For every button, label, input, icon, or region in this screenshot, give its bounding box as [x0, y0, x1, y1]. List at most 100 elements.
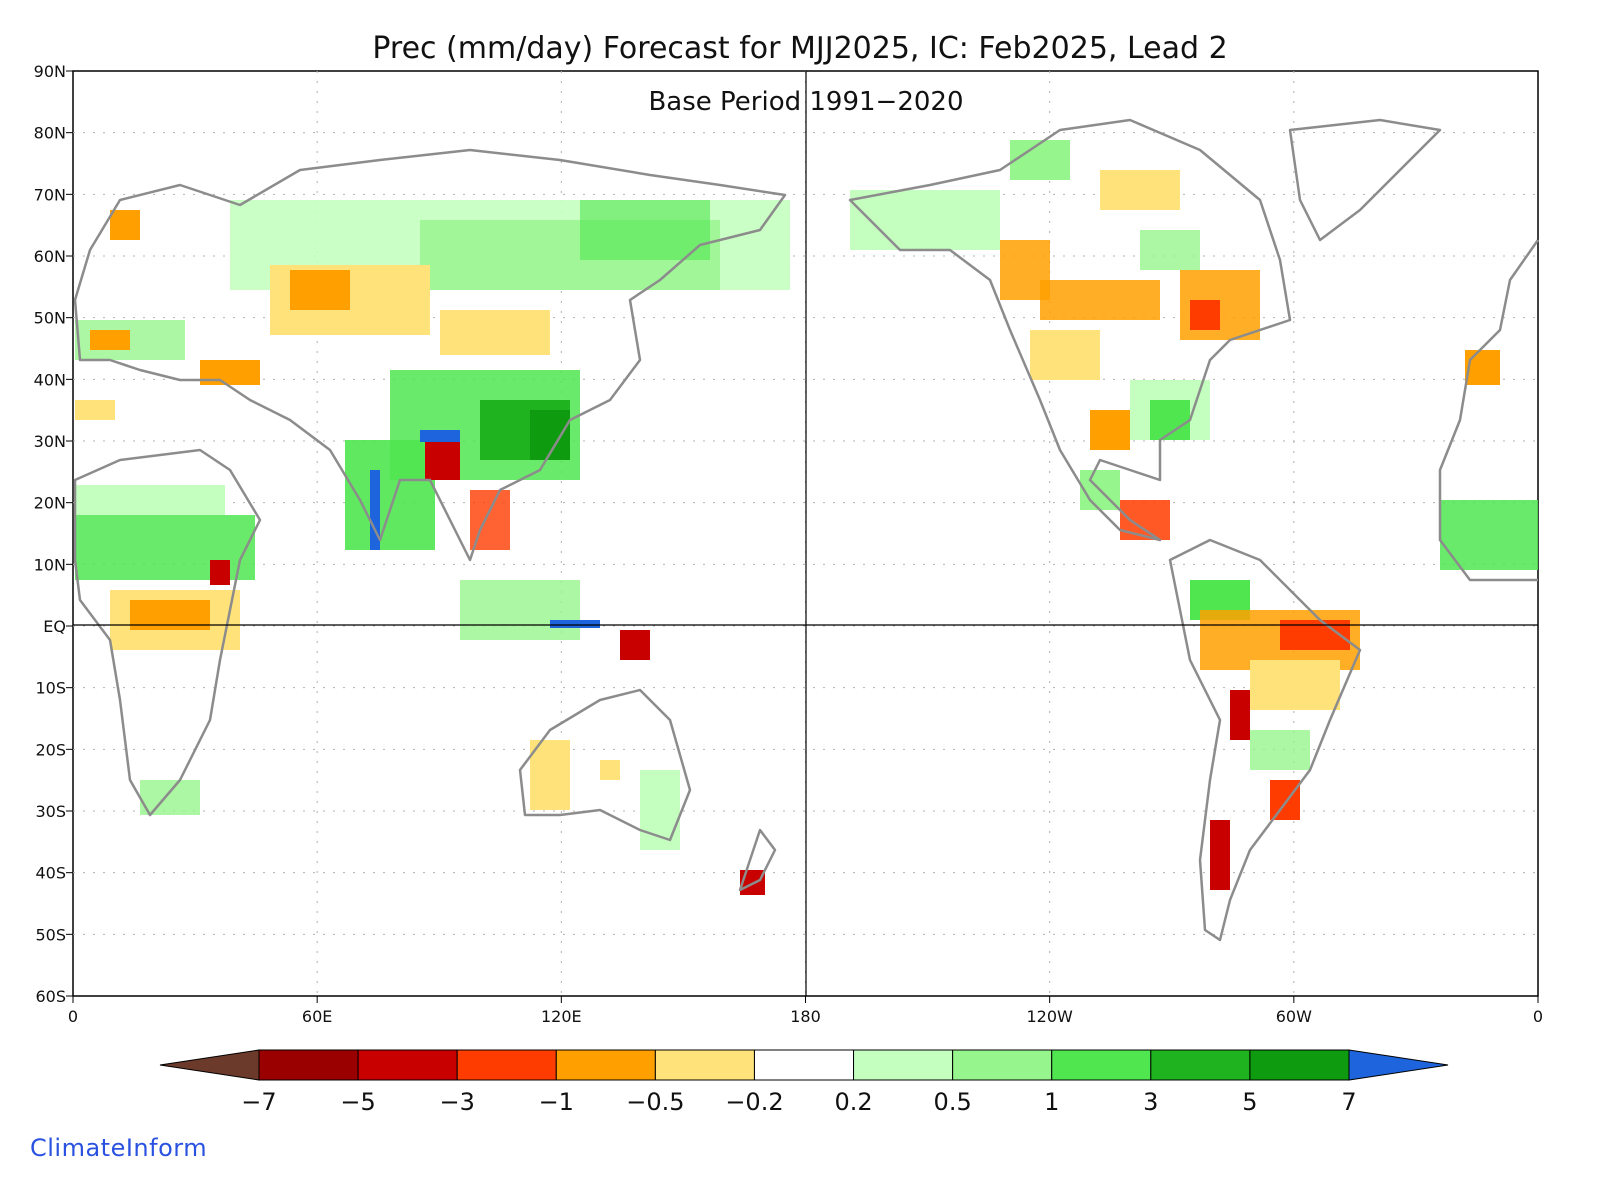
colorbar-segment [456, 1049, 557, 1081]
anomaly-patch [1090, 410, 1130, 450]
colorbar-segment [1150, 1049, 1251, 1081]
lat-label: 80N [34, 124, 66, 143]
anomaly-patch [1210, 820, 1230, 890]
anomaly-patch [600, 760, 620, 780]
anomaly-patch [580, 200, 710, 260]
coastline-south-america [1168, 538, 1362, 942]
anomaly-patch [1440, 500, 1538, 570]
lat-label: 70N [34, 185, 66, 204]
anomaly-patch [530, 740, 570, 810]
lat-label: 60N [34, 247, 66, 266]
anomaly-patch [1250, 660, 1340, 710]
colorbar-segment [1249, 1049, 1350, 1081]
anomaly-patch [290, 270, 350, 310]
anomaly-patch [1465, 350, 1500, 385]
colorbar-segment [853, 1049, 954, 1081]
colorbar-label: 1 [1044, 1088, 1059, 1116]
map-subtitle: Base Period 1991−2020 [648, 87, 963, 117]
coastline-new-zealand [738, 828, 777, 892]
anomaly-patch [75, 400, 115, 420]
anomaly-patch [425, 440, 460, 480]
coastline-north-america [848, 118, 1292, 542]
colorbar-label: −3 [439, 1088, 474, 1116]
anomaly-patch [1010, 140, 1070, 180]
colorbar-label: −1 [539, 1088, 574, 1116]
lat-label: EQ [43, 617, 66, 636]
lat-label: 10N [34, 555, 66, 574]
colorbar-segment [555, 1049, 656, 1081]
coastline-west-africa-bulge [1438, 239, 1540, 582]
anomaly-patches [75, 140, 1538, 895]
colorbar-segment [654, 1049, 755, 1081]
colorbar-label: −0.5 [626, 1088, 684, 1116]
lat-label: 40N [34, 370, 66, 389]
anomaly-patch [1100, 170, 1180, 210]
lat-label: 30N [34, 432, 66, 451]
lat-label: 60S [35, 987, 66, 1006]
anomaly-patch [440, 310, 550, 355]
lat-label: 90N [34, 62, 66, 81]
anomaly-patch [370, 470, 380, 550]
anomaly-patch [1030, 330, 1100, 380]
colorbar-label: −0.2 [725, 1088, 783, 1116]
lon-label: 120E [541, 1007, 582, 1026]
anomaly-patch [90, 330, 130, 350]
anomaly-patch [140, 780, 200, 815]
colorbar-label: 5 [1242, 1088, 1257, 1116]
anomaly-patch [1140, 230, 1200, 270]
colorbar-segment [357, 1049, 458, 1081]
lon-label: 0 [1533, 1007, 1543, 1026]
lat-label: 20S [35, 740, 66, 759]
colorbar-label: −7 [241, 1088, 276, 1116]
coastline-australia [518, 688, 692, 842]
coastline-eurasia [73, 148, 787, 562]
lon-label: 60W [1276, 1007, 1312, 1026]
anomaly-patch [850, 190, 1000, 250]
anomaly-patch [1190, 300, 1220, 330]
latitude-labels: 90N 80N 70N 60N 50N 40N 30N 20N 10N EQ 10S 20S 30S 40… [34, 62, 73, 1006]
lat-label: 40S [35, 864, 66, 883]
colorbar-left-arrow [159, 1049, 260, 1081]
anomaly-patch [1250, 730, 1310, 770]
anomaly-patch [620, 630, 650, 660]
longitude-labels: 0 60E 120E 180 120W 60W 0 [68, 996, 1543, 1026]
anomaly-patch [550, 620, 600, 628]
lat-label: 20N [34, 494, 66, 513]
colorbar-label: 3 [1143, 1088, 1158, 1116]
anomaly-patch [1270, 780, 1300, 820]
colorbar-segment [258, 1049, 359, 1081]
colorbar-label: 7 [1341, 1088, 1356, 1116]
lat-label: 50S [35, 925, 66, 944]
lon-label: 60E [302, 1007, 332, 1026]
anomaly-patch [110, 210, 140, 240]
colorbar: −7 −5 −3 −1 −0.5 −0.2 0.2 0.5 1 3 5 7 [159, 1049, 1449, 1116]
anomaly-patch [345, 440, 435, 550]
lon-label: 180 [790, 1007, 821, 1026]
colorbar-label: 0.5 [934, 1088, 972, 1116]
coastline-africa [73, 448, 262, 817]
map-title: Prec (mm/day) Forecast for MJJ2025, IC: … [372, 31, 1227, 66]
colorbar-segment [952, 1049, 1053, 1081]
anomaly-patch [75, 485, 225, 515]
anomaly-patch [460, 580, 580, 640]
anomaly-patch [420, 430, 460, 442]
colorbar-label: 0.2 [834, 1088, 872, 1116]
anomaly-patch [1230, 690, 1250, 740]
credit-label: ClimateInform [30, 1134, 208, 1162]
lon-label: 120W [1026, 1007, 1073, 1026]
lat-label: 10S [35, 679, 66, 698]
coastline-greenland [1288, 118, 1442, 242]
colorbar-segment [753, 1049, 855, 1081]
lat-label: 30S [35, 802, 66, 821]
coastlines [73, 118, 1540, 942]
lon-label: 0 [68, 1007, 78, 1026]
colorbar-right-arrow [1348, 1049, 1449, 1081]
colorbar-label: −5 [340, 1088, 375, 1116]
anomaly-patch [210, 560, 230, 585]
lat-label: 50N [34, 309, 66, 328]
anomaly-patch [1040, 280, 1160, 320]
anomaly-patch [640, 770, 680, 850]
anomaly-patch [1120, 500, 1170, 540]
colorbar-segment [1051, 1049, 1152, 1081]
